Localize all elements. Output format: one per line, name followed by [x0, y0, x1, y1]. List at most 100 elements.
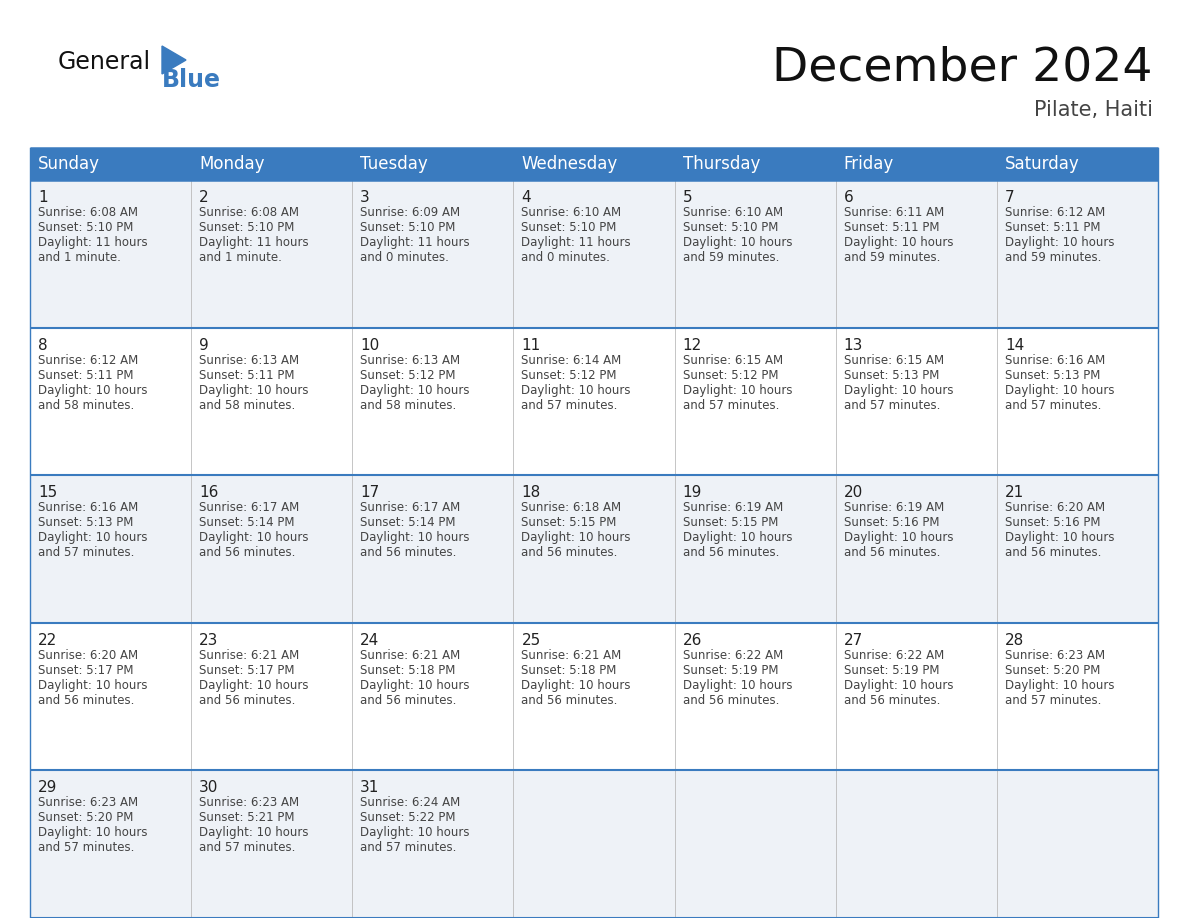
Bar [513, 622, 675, 770]
Bar [30, 622, 191, 770]
Text: Daylight: 10 hours: Daylight: 10 hours [38, 678, 147, 692]
Text: 25: 25 [522, 633, 541, 648]
Bar [835, 770, 997, 918]
Bar [997, 148, 1158, 180]
Text: 8: 8 [38, 338, 48, 353]
Text: Sunset: 5:18 PM: Sunset: 5:18 PM [360, 664, 456, 677]
Bar [997, 180, 1158, 328]
Text: Daylight: 10 hours: Daylight: 10 hours [200, 826, 309, 839]
Text: Saturday: Saturday [1005, 155, 1080, 173]
Text: Sunset: 5:14 PM: Sunset: 5:14 PM [360, 516, 456, 529]
Text: Daylight: 10 hours: Daylight: 10 hours [200, 532, 309, 544]
Bar [353, 770, 513, 918]
Text: and 59 minutes.: and 59 minutes. [1005, 251, 1101, 264]
Text: 29: 29 [38, 780, 57, 795]
Bar [191, 148, 353, 180]
Text: Sunset: 5:21 PM: Sunset: 5:21 PM [200, 812, 295, 824]
Text: Sunset: 5:11 PM: Sunset: 5:11 PM [843, 221, 940, 234]
Bar [191, 180, 353, 328]
Text: 6: 6 [843, 190, 853, 205]
Bar [835, 328, 997, 476]
Bar [675, 770, 835, 918]
Text: Daylight: 10 hours: Daylight: 10 hours [360, 532, 469, 544]
Text: and 57 minutes.: and 57 minutes. [200, 842, 296, 855]
Text: Monday: Monday [200, 155, 265, 173]
Text: Sunset: 5:17 PM: Sunset: 5:17 PM [200, 664, 295, 677]
Text: Daylight: 10 hours: Daylight: 10 hours [683, 678, 792, 692]
Polygon shape [162, 46, 187, 74]
Text: and 57 minutes.: and 57 minutes. [1005, 398, 1101, 411]
Text: and 56 minutes.: and 56 minutes. [843, 546, 940, 559]
Text: 24: 24 [360, 633, 379, 648]
Bar [675, 622, 835, 770]
Text: Sunset: 5:11 PM: Sunset: 5:11 PM [200, 369, 295, 382]
Text: Daylight: 10 hours: Daylight: 10 hours [38, 826, 147, 839]
Text: and 58 minutes.: and 58 minutes. [38, 398, 134, 411]
Text: 1: 1 [38, 190, 48, 205]
Text: 30: 30 [200, 780, 219, 795]
Text: and 57 minutes.: and 57 minutes. [38, 546, 134, 559]
Text: General: General [58, 50, 151, 74]
Text: and 56 minutes.: and 56 minutes. [683, 694, 779, 707]
Bar [835, 148, 997, 180]
Text: Sunrise: 6:20 AM: Sunrise: 6:20 AM [38, 649, 138, 662]
Text: Sunset: 5:16 PM: Sunset: 5:16 PM [843, 516, 940, 529]
Text: Sunset: 5:20 PM: Sunset: 5:20 PM [1005, 664, 1100, 677]
Text: Sunset: 5:13 PM: Sunset: 5:13 PM [1005, 369, 1100, 382]
Text: Daylight: 10 hours: Daylight: 10 hours [360, 826, 469, 839]
Text: Daylight: 10 hours: Daylight: 10 hours [1005, 384, 1114, 397]
Text: Pilate, Haiti: Pilate, Haiti [1034, 100, 1154, 120]
Text: Daylight: 10 hours: Daylight: 10 hours [683, 384, 792, 397]
Text: Daylight: 11 hours: Daylight: 11 hours [200, 236, 309, 249]
Bar [835, 476, 997, 622]
Bar [353, 148, 513, 180]
Text: Friday: Friday [843, 155, 893, 173]
Text: Daylight: 11 hours: Daylight: 11 hours [38, 236, 147, 249]
Text: 11: 11 [522, 338, 541, 353]
Bar [30, 180, 191, 328]
Text: 19: 19 [683, 486, 702, 500]
Bar [191, 770, 353, 918]
Text: Sunset: 5:10 PM: Sunset: 5:10 PM [38, 221, 133, 234]
Text: 18: 18 [522, 486, 541, 500]
Text: Sunset: 5:10 PM: Sunset: 5:10 PM [683, 221, 778, 234]
Bar [513, 476, 675, 622]
Text: 31: 31 [360, 780, 380, 795]
Text: and 57 minutes.: and 57 minutes. [843, 398, 940, 411]
Text: and 56 minutes.: and 56 minutes. [1005, 546, 1101, 559]
Bar [835, 180, 997, 328]
Bar [353, 328, 513, 476]
Text: Sunrise: 6:17 AM: Sunrise: 6:17 AM [360, 501, 461, 514]
Text: Sunrise: 6:20 AM: Sunrise: 6:20 AM [1005, 501, 1105, 514]
Text: 10: 10 [360, 338, 379, 353]
Text: Wednesday: Wednesday [522, 155, 618, 173]
Text: and 58 minutes.: and 58 minutes. [360, 398, 456, 411]
Text: and 56 minutes.: and 56 minutes. [683, 546, 779, 559]
Text: Sunrise: 6:16 AM: Sunrise: 6:16 AM [38, 501, 138, 514]
Text: and 56 minutes.: and 56 minutes. [38, 694, 134, 707]
Text: Sunrise: 6:21 AM: Sunrise: 6:21 AM [200, 649, 299, 662]
Text: and 59 minutes.: and 59 minutes. [843, 251, 940, 264]
Text: Sunset: 5:11 PM: Sunset: 5:11 PM [1005, 221, 1100, 234]
Text: Sunrise: 6:16 AM: Sunrise: 6:16 AM [1005, 353, 1105, 366]
Text: Daylight: 10 hours: Daylight: 10 hours [522, 678, 631, 692]
Bar [30, 476, 191, 622]
Text: and 56 minutes.: and 56 minutes. [200, 694, 296, 707]
Bar [353, 180, 513, 328]
Text: Daylight: 10 hours: Daylight: 10 hours [522, 532, 631, 544]
Text: Sunrise: 6:23 AM: Sunrise: 6:23 AM [1005, 649, 1105, 662]
Text: 28: 28 [1005, 633, 1024, 648]
Text: Sunrise: 6:17 AM: Sunrise: 6:17 AM [200, 501, 299, 514]
Bar [513, 148, 675, 180]
Text: Daylight: 10 hours: Daylight: 10 hours [843, 236, 953, 249]
Text: December 2024: December 2024 [772, 46, 1154, 91]
Text: Sunset: 5:12 PM: Sunset: 5:12 PM [522, 369, 617, 382]
Text: 20: 20 [843, 486, 862, 500]
Text: Daylight: 10 hours: Daylight: 10 hours [38, 384, 147, 397]
Text: and 56 minutes.: and 56 minutes. [522, 546, 618, 559]
Bar [30, 770, 191, 918]
Text: Sunset: 5:13 PM: Sunset: 5:13 PM [38, 516, 133, 529]
Text: Sunday: Sunday [38, 155, 100, 173]
Text: Sunset: 5:20 PM: Sunset: 5:20 PM [38, 812, 133, 824]
Bar [513, 180, 675, 328]
